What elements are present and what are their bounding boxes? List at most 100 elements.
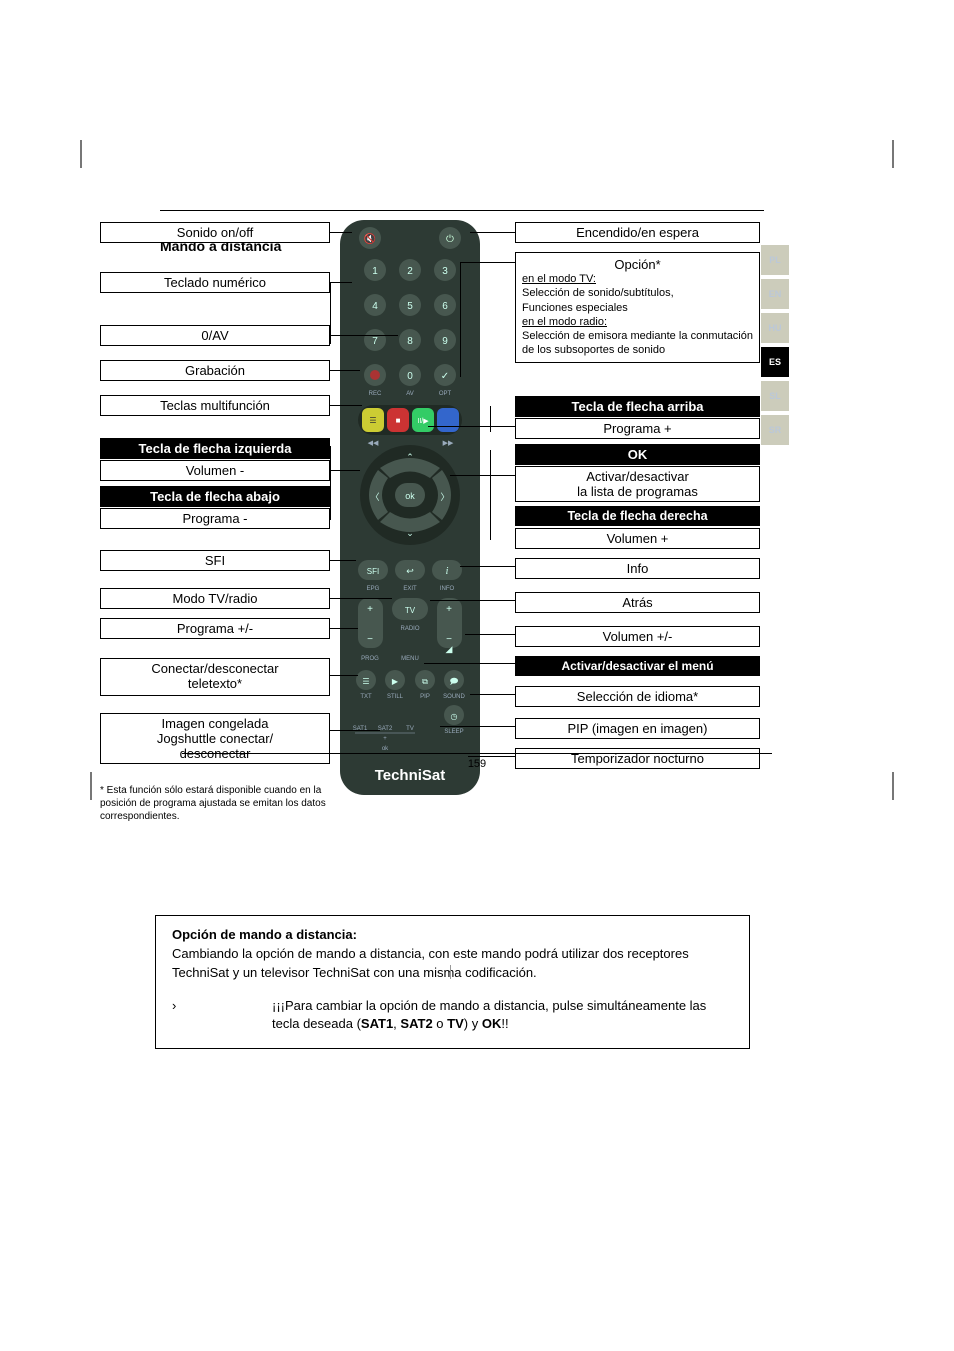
svg-text:🔇: 🔇 bbox=[364, 232, 376, 245]
svg-text:4: 4 bbox=[372, 301, 378, 312]
svg-text:↩: ↩ bbox=[406, 566, 414, 576]
remote-image: 🔇 ⏻ 1 2 3 4 5 6 7 8 9 0 ✓ REC AV OPT bbox=[330, 220, 520, 810]
lbl-volpm: Volumen +/- bbox=[515, 626, 760, 647]
svg-text:STILL: STILL bbox=[387, 694, 404, 700]
lbl-flecha-abajo: Tecla de flecha abajo bbox=[100, 486, 330, 507]
lbl-progpm: Programa +/- bbox=[100, 618, 330, 639]
lbl-flecha-izq: Tecla de flecha izquierda bbox=[100, 438, 330, 459]
lbl-multifuncion: Teclas multifunción bbox=[100, 395, 330, 416]
info-p1: Cambiando la opción de mando a distancia… bbox=[172, 945, 733, 983]
svg-text:◀◀: ◀◀ bbox=[368, 440, 379, 447]
svg-text:7: 7 bbox=[372, 336, 378, 347]
svg-text:⏻: ⏻ bbox=[446, 234, 454, 245]
svg-text:MENU: MENU bbox=[401, 656, 419, 662]
svg-text:🗩: 🗩 bbox=[450, 677, 459, 686]
svg-text:■: ■ bbox=[396, 416, 401, 425]
lbl-imagen-l1: Imagen congelada bbox=[162, 716, 269, 731]
lbl-activar: Activar/desactivar la lista de programas bbox=[515, 466, 760, 502]
svg-text:PROG: PROG bbox=[361, 656, 379, 662]
svg-text:〈: 〈 bbox=[370, 492, 379, 502]
svg-text:PIP: PIP bbox=[420, 694, 430, 700]
lbl-teletexto-l2: teletexto* bbox=[188, 676, 242, 691]
lbl-idioma: Selección de idioma* bbox=[515, 686, 760, 707]
lbl-activar-l1: Activar/desactivar bbox=[586, 469, 689, 484]
lbl-teletexto-l1: Conectar/desconectar bbox=[151, 661, 278, 676]
svg-text:SLEEP: SLEEP bbox=[444, 729, 463, 735]
lbl-sonido: Sonido on/off bbox=[100, 222, 330, 243]
svg-text:☰: ☰ bbox=[369, 416, 376, 425]
svg-text:ok: ok bbox=[405, 491, 415, 501]
svg-text:OPT: OPT bbox=[439, 391, 452, 397]
svg-text:〉: 〉 bbox=[440, 492, 449, 502]
svg-text:9: 9 bbox=[442, 336, 448, 347]
svg-text:0: 0 bbox=[407, 371, 413, 382]
svg-text:i: i bbox=[446, 566, 449, 577]
lbl-pip: PIP (imagen en imagen) bbox=[515, 718, 760, 739]
svg-text:SFI: SFI bbox=[367, 567, 379, 576]
svg-text:▶▶: ▶▶ bbox=[443, 440, 454, 447]
svg-text:SOUND: SOUND bbox=[443, 694, 465, 700]
lbl-imagen-l2: Jogshuttle conectar/ bbox=[157, 731, 273, 746]
svg-text:◢: ◢ bbox=[446, 644, 453, 654]
svg-text:TV: TV bbox=[406, 726, 414, 732]
lbl-teclado: Teclado numérico bbox=[100, 272, 330, 293]
lbl-opcion-title: Opción* bbox=[522, 257, 753, 272]
lbl-flecha-der: Tecla de flecha derecha bbox=[515, 506, 760, 526]
svg-text:II/▶: II/▶ bbox=[417, 418, 429, 425]
svg-text:SAT2: SAT2 bbox=[378, 726, 393, 732]
svg-text:8: 8 bbox=[407, 336, 413, 347]
info-heading: Opción de mando a distancia: bbox=[172, 926, 733, 945]
page-number: 159 bbox=[0, 753, 954, 770]
svg-text:TXT: TXT bbox=[360, 694, 372, 700]
lbl-atras: Atrás bbox=[515, 592, 760, 613]
lbl-volmenos: Volumen - bbox=[100, 460, 330, 481]
svg-text:3: 3 bbox=[442, 266, 448, 277]
svg-text:◷: ◷ bbox=[451, 712, 458, 721]
lbl-opcion-l4: en el modo radio: bbox=[522, 315, 753, 329]
lbl-menu: Activar/desactivar el menú bbox=[515, 656, 760, 676]
svg-text:ok: ok bbox=[382, 746, 389, 752]
lbl-opcion-l1: en el modo TV: bbox=[522, 272, 753, 286]
svg-text:⧉: ⧉ bbox=[422, 677, 428, 686]
lbl-teletexto: Conectar/desconectar teletexto* bbox=[100, 658, 330, 696]
lbl-ok: OK bbox=[515, 444, 760, 465]
svg-text:+: + bbox=[383, 736, 387, 742]
svg-text:+: + bbox=[367, 604, 373, 615]
lbl-info: Info bbox=[515, 558, 760, 579]
lbl-volmas: Volumen + bbox=[515, 528, 760, 549]
svg-text:TV: TV bbox=[405, 606, 416, 615]
svg-text:5: 5 bbox=[407, 301, 413, 312]
lbl-flecha-arriba: Tecla de flecha arriba bbox=[515, 396, 760, 417]
svg-text:INFO: INFO bbox=[440, 586, 455, 592]
lbl-progmenos: Programa - bbox=[100, 508, 330, 529]
svg-text:REC: REC bbox=[369, 391, 382, 397]
lbl-encendido: Encendido/en espera bbox=[515, 222, 760, 243]
svg-text:EXIT: EXIT bbox=[403, 586, 417, 592]
lbl-opcion: Opción* en el modo TV: Selección de soni… bbox=[515, 252, 760, 363]
svg-text:AV: AV bbox=[406, 391, 414, 397]
info-p2: ›¡¡¡Para cambiar la opción de mando a di… bbox=[222, 997, 733, 1035]
svg-text:▶: ▶ bbox=[392, 677, 399, 686]
lbl-grabacion: Grabación bbox=[100, 360, 330, 381]
svg-text:⌄: ⌄ bbox=[406, 528, 414, 538]
lbl-opcion-l3: Funciones especiales bbox=[522, 301, 753, 315]
lbl-opcion-l5: Selección de emisora mediante la conmuta… bbox=[522, 329, 753, 358]
lbl-activar-l2: la lista de programas bbox=[577, 484, 698, 499]
lbl-sfi: SFI bbox=[100, 550, 330, 571]
svg-text:−: − bbox=[367, 634, 373, 645]
svg-text:☰: ☰ bbox=[362, 677, 369, 686]
info-box: Opción de mando a distancia: Cambiando l… bbox=[155, 915, 750, 1049]
svg-text:EPG: EPG bbox=[367, 586, 380, 592]
lbl-av: 0/AV bbox=[100, 325, 330, 346]
lbl-opcion-l2: Selección de sonido/subtítulos, bbox=[522, 286, 753, 300]
footnote: * Esta función sólo estará disponible cu… bbox=[100, 784, 330, 823]
svg-text:2: 2 bbox=[407, 266, 413, 277]
svg-text:1: 1 bbox=[372, 266, 378, 277]
lbl-progmas: Programa + bbox=[515, 418, 760, 439]
svg-text:✓: ✓ bbox=[441, 371, 449, 382]
lbl-modotv: Modo TV/radio bbox=[100, 588, 330, 609]
svg-text:6: 6 bbox=[442, 301, 448, 312]
svg-text:RADIO: RADIO bbox=[400, 626, 419, 632]
svg-text:+: + bbox=[446, 604, 452, 615]
svg-text:⌃: ⌃ bbox=[406, 452, 414, 462]
